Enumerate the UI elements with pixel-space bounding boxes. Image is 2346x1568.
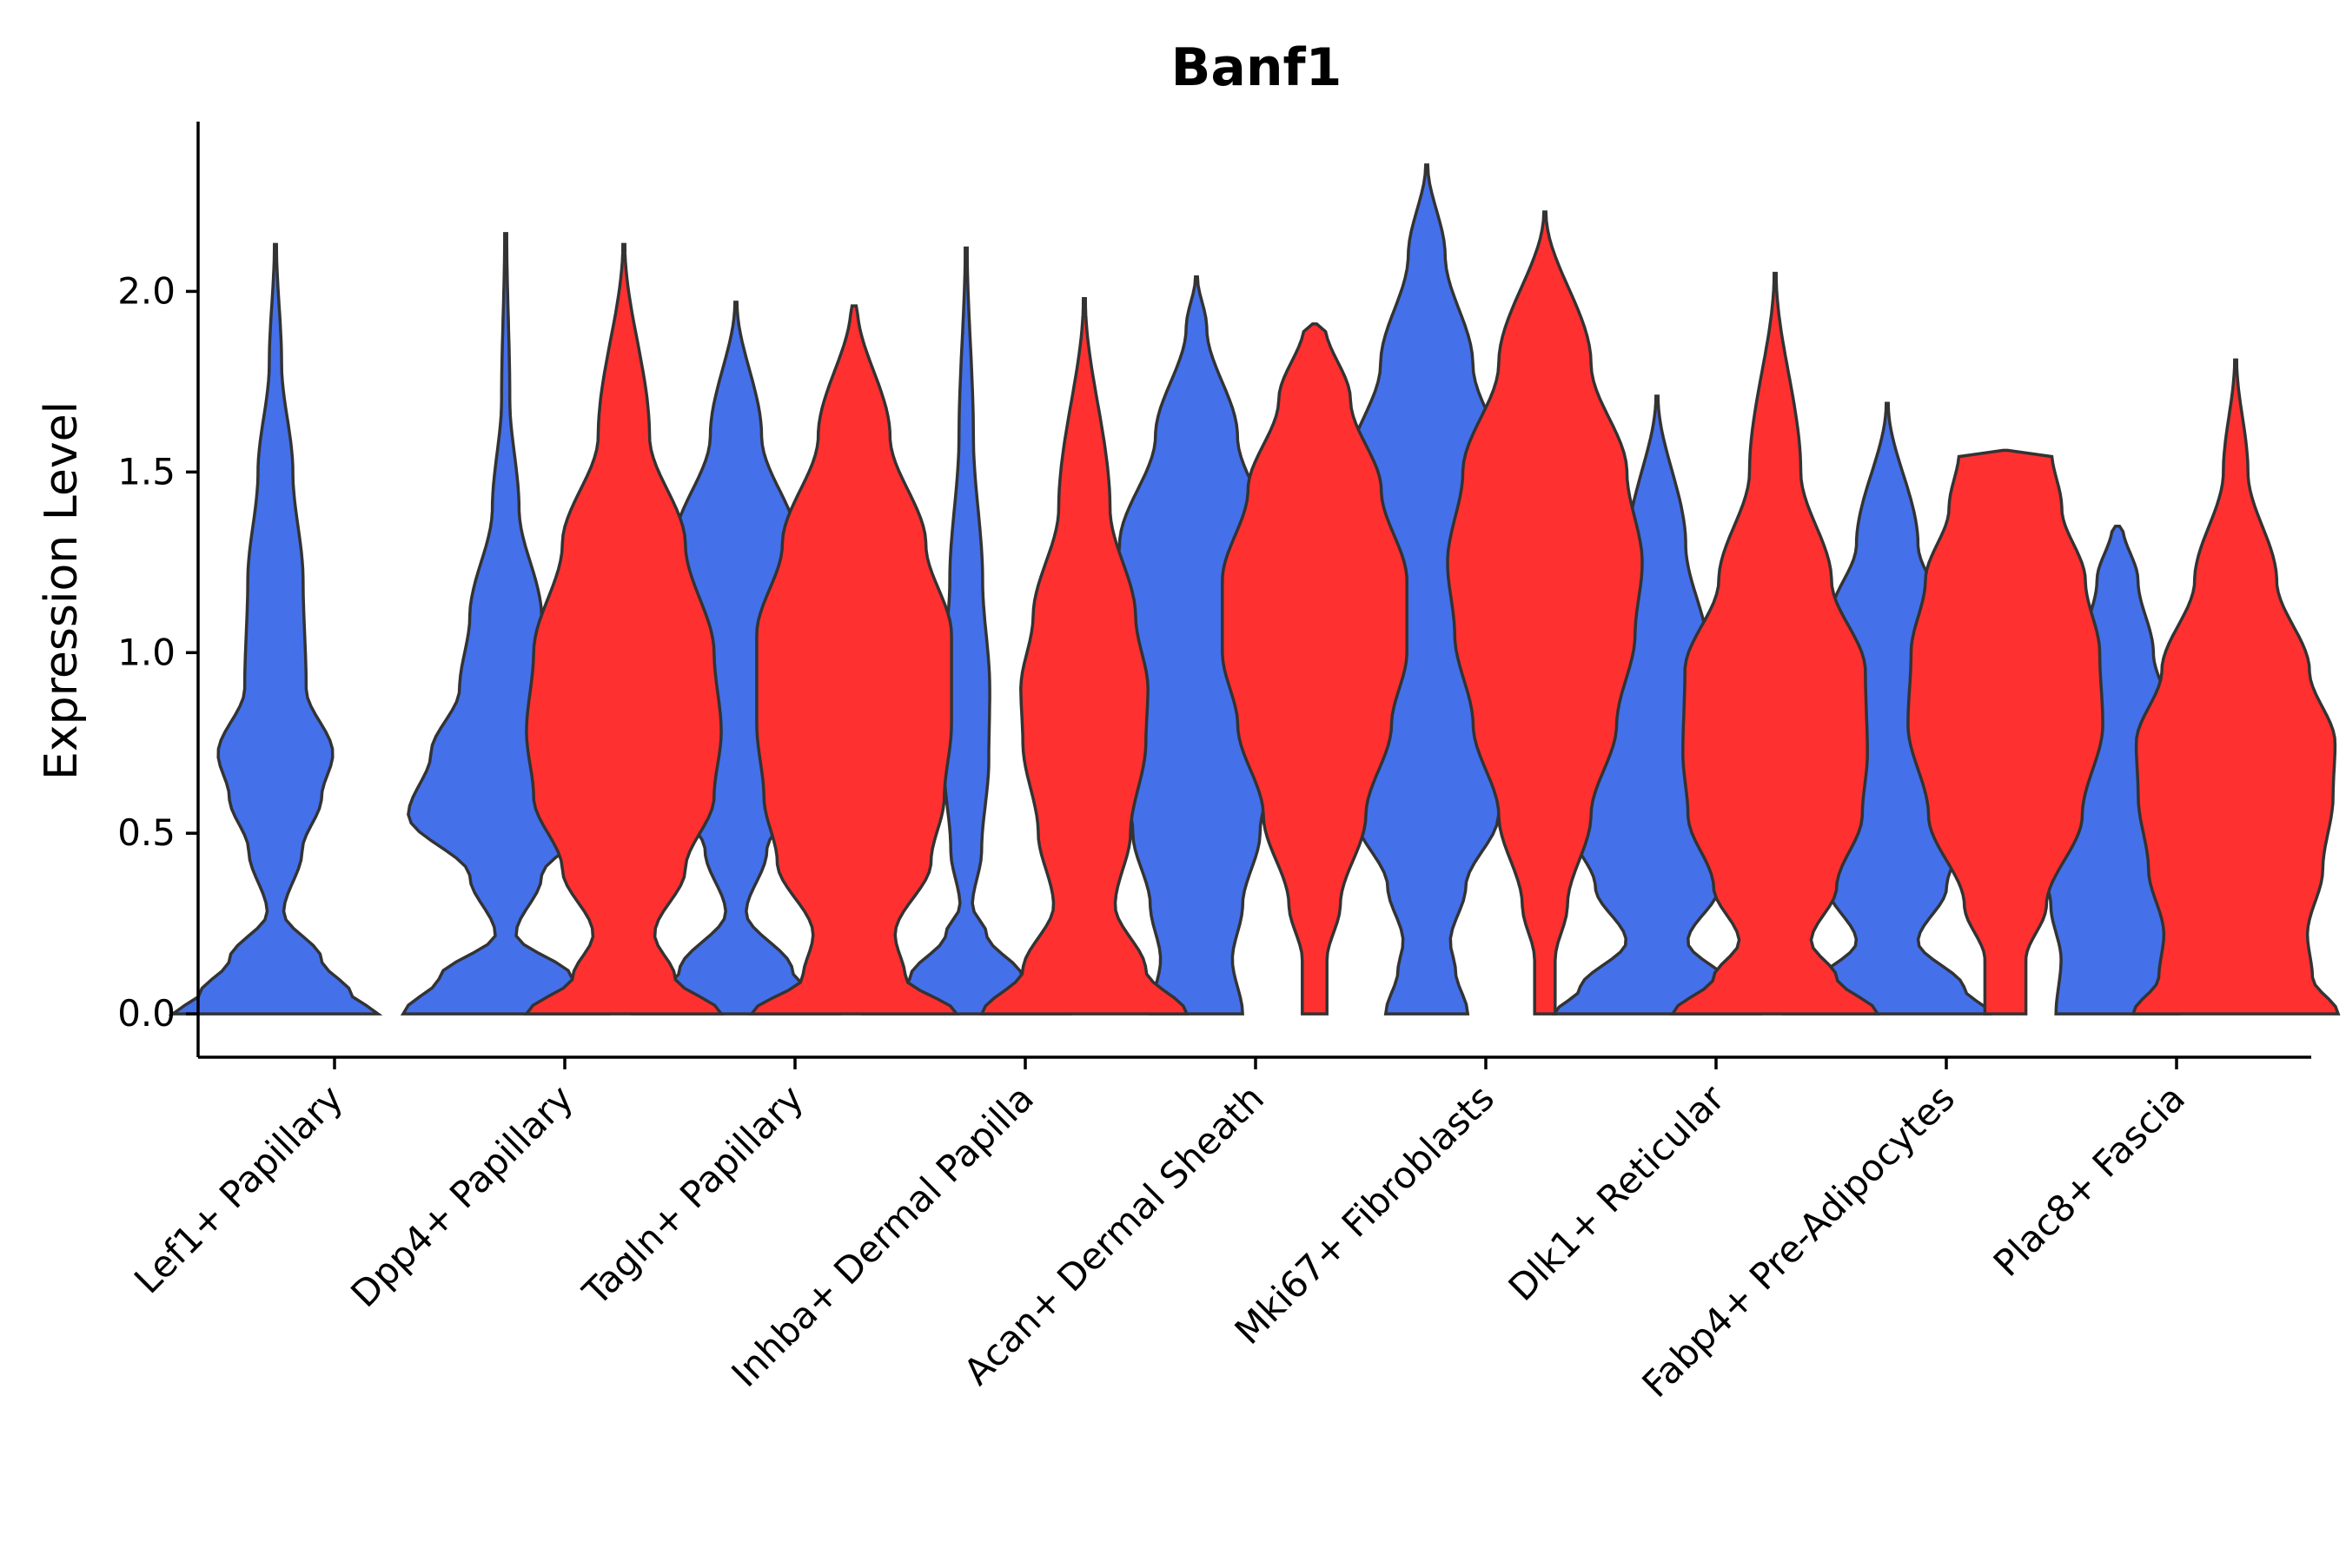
violin-acan-dermal-sheath-red <box>1221 322 1408 1016</box>
x-tick-label-dlk1-reticular: Dlk1+ Reticular <box>1501 1076 1733 1309</box>
x-tick-label-lef1-papillary: Lef1+ Papillary <box>126 1076 351 1301</box>
y-tick-label: 0.5 <box>117 811 176 854</box>
y-tick-label: 1.0 <box>117 631 176 673</box>
x-tick-label-tagln-papillary: Tagln+ Papillary <box>574 1076 812 1313</box>
violin-lef1-papillary-blue <box>168 242 383 1016</box>
y-tick-label: 1.5 <box>117 450 176 493</box>
violin-tagln-papillary-red <box>748 304 960 1016</box>
violin-mki67-fibroblasts-red <box>1446 210 1644 1016</box>
violin-plac8-fascia-red <box>2131 358 2341 1016</box>
violin-inhba-dermal-papilla-red <box>979 297 1190 1016</box>
violin-dpp4-papillary-red <box>523 242 725 1016</box>
violin-dlk1-reticular-red <box>1669 271 1881 1016</box>
y-ticks: 0.0 0.5 1.0 1.5 2.0 <box>117 269 198 1035</box>
violin-layer <box>168 163 2341 1016</box>
x-tick-label-dpp4-papillary: Dpp4+ Papillary <box>342 1076 581 1315</box>
y-tick-label: 2.0 <box>117 269 176 312</box>
y-axis-label: Expression Level <box>36 401 88 780</box>
y-tick-label: 0.0 <box>117 992 176 1035</box>
chart-title: Banf1 <box>1171 37 1342 98</box>
violin-fabp4-pre-adipocytes-red <box>1906 448 2104 1016</box>
x-tick-label-mki67-fibroblasts: Mki67+ Fibroblasts <box>1227 1076 1502 1352</box>
x-tick-label-plac8-fascia: Plac8+ Fascia <box>1985 1076 2193 1284</box>
